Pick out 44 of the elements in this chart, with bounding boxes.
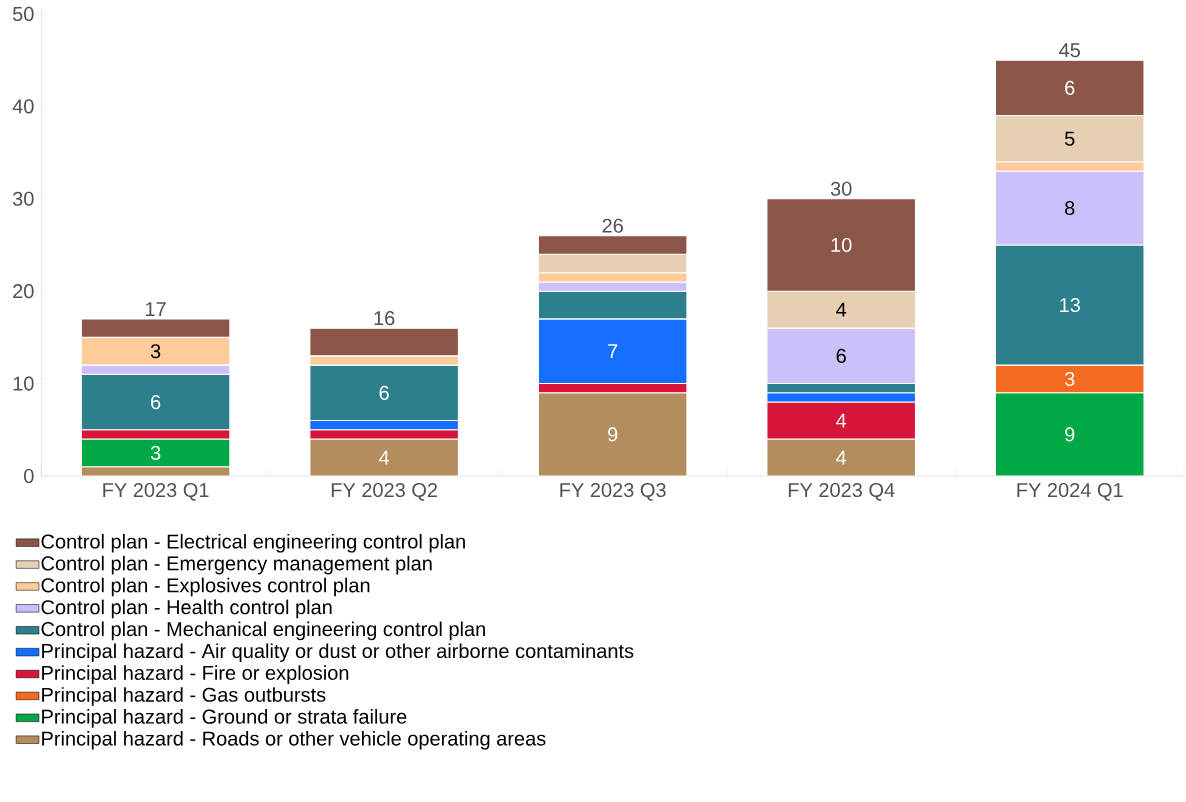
data-label: 6 (1065, 80, 1075, 95)
y-tick-label: 0 (24, 468, 34, 484)
y-tick-label: 30 (12, 191, 34, 206)
x-tick-label: FY 2023 Q2 (331, 482, 438, 501)
y-tick-label: 20 (13, 284, 34, 299)
data-label: 6 (836, 348, 846, 363)
legend-label: Principal hazard - Roads or other vehicle operating areas (42, 730, 546, 750)
legend-label: Control plan - Explosives control plan (41, 577, 370, 597)
legend-label: Control plan - Electrical engineering control plan (41, 533, 465, 553)
data-label: 4 (379, 450, 390, 465)
legend-label: Control plan - Mechanical engineering control plan (41, 621, 485, 641)
data-label: 7 (608, 344, 618, 359)
data-label: 8 (1065, 200, 1075, 216)
total-label: 16 (374, 311, 395, 326)
legend-label: Principal hazard - Gas outbursts (42, 687, 326, 706)
data-label: 4 (836, 413, 847, 428)
x-tick-label: FY 2024 Q1 (1017, 482, 1123, 501)
data-label: 5 (1064, 131, 1075, 146)
data-label: 4 (836, 302, 847, 317)
x-tick-label: FY 2023 Q3 (560, 482, 666, 501)
data-label: 6 (379, 385, 389, 400)
data-label: 9 (608, 427, 618, 442)
x-tick-label: FY 2023 Q1 (103, 482, 209, 501)
y-tick-label: 10 (13, 376, 34, 391)
total-label: 26 (602, 218, 623, 233)
legend-label: Principal hazard - Air quality or dust or other airborne contaminants (42, 643, 634, 663)
y-tick-label: 50 (12, 6, 34, 22)
data-label: 3 (150, 344, 161, 359)
legend-label: Principal hazard - Fire or explosion (42, 665, 349, 684)
total-label: 30 (830, 181, 852, 196)
legend-label: Principal hazard - Ground or strata failure (42, 709, 407, 728)
legend-label: Control plan - Health control plan (41, 599, 332, 619)
data-label: 4 (836, 450, 847, 465)
x-tick-label: FY 2023 Q4 (788, 482, 895, 501)
data-label: 3 (1064, 371, 1075, 387)
data-label: 10 (831, 237, 852, 253)
y-tick-label: 40 (12, 99, 34, 114)
data-label: 6 (151, 394, 161, 410)
total-label: 17 (146, 302, 166, 316)
data-label: 9 (1065, 427, 1075, 442)
total-label: 45 (1059, 43, 1081, 58)
data-label: 3 (150, 445, 161, 460)
legend-label: Control plan - Emergency management plan (41, 555, 432, 575)
data-label: 13 (1060, 297, 1080, 313)
